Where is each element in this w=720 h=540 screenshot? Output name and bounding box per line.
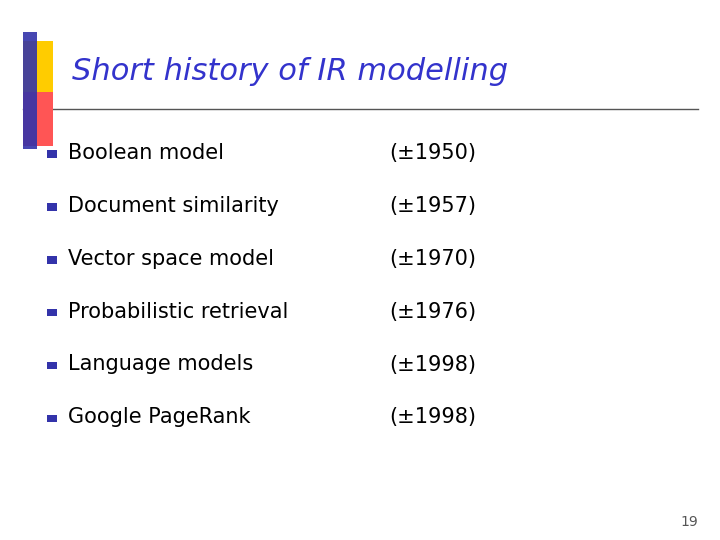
FancyBboxPatch shape <box>23 32 37 148</box>
Text: (±1998): (±1998) <box>389 407 476 428</box>
Text: (±1998): (±1998) <box>389 354 476 375</box>
Text: Google PageRank: Google PageRank <box>68 407 251 428</box>
Text: 19: 19 <box>680 515 698 529</box>
Text: (±1970): (±1970) <box>389 248 476 269</box>
Text: Boolean model: Boolean model <box>68 143 225 163</box>
FancyBboxPatch shape <box>47 309 57 316</box>
FancyBboxPatch shape <box>47 256 57 264</box>
FancyBboxPatch shape <box>47 362 57 369</box>
Text: Vector space model: Vector space model <box>68 248 274 269</box>
Text: Language models: Language models <box>68 354 253 375</box>
FancyBboxPatch shape <box>47 150 57 158</box>
FancyBboxPatch shape <box>23 92 53 146</box>
Text: (±1957): (±1957) <box>389 195 476 216</box>
Text: Document similarity: Document similarity <box>68 195 279 216</box>
Text: (±1976): (±1976) <box>389 301 476 322</box>
Text: Probabilistic retrieval: Probabilistic retrieval <box>68 301 289 322</box>
FancyBboxPatch shape <box>23 40 53 94</box>
Text: (±1950): (±1950) <box>389 143 476 163</box>
Text: Short history of IR modelling: Short history of IR modelling <box>72 57 508 86</box>
FancyBboxPatch shape <box>47 415 57 422</box>
FancyBboxPatch shape <box>47 203 57 211</box>
